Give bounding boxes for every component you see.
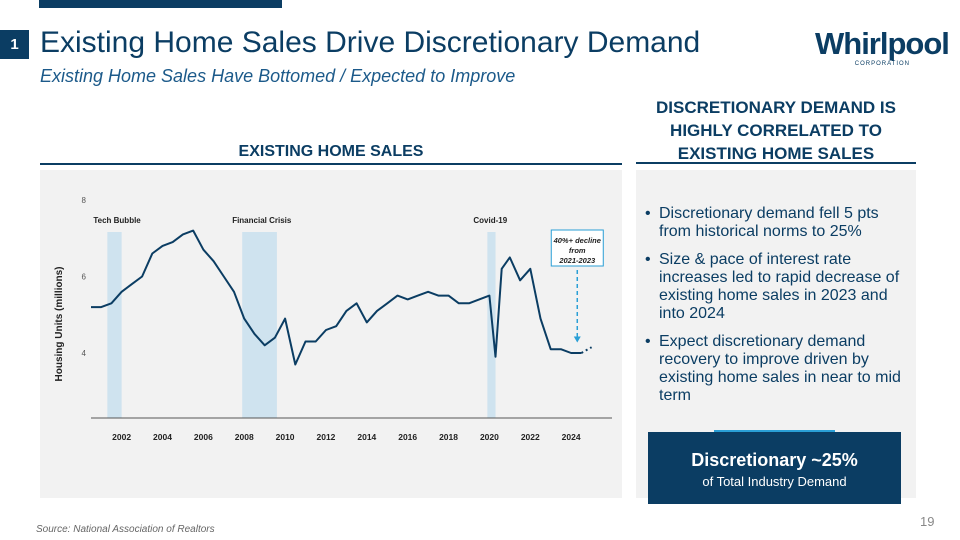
bullet-item-3: Expect discretionary demand recovery to … [640, 333, 912, 405]
x-tick-label-4: 2008 [235, 432, 254, 442]
y-tick-label-1: 4 [82, 349, 87, 358]
bullet-list: Discretionary demand fell 5 pts from his… [640, 205, 912, 415]
chart-panel: Tech Bubble Financial Crisis Covid-19 4 6 8 20… [40, 170, 622, 498]
x-tick-label-11: 2022 [521, 432, 540, 442]
x-tick-label-1: 2002 [112, 432, 131, 442]
annotation-line-3: 2021-2023 [558, 256, 596, 265]
right-heading: DISCRETIONARY DEMAND IS HIGHLY CORRELATE… [640, 96, 912, 165]
right-heading-line-2: HIGHLY CORRELATED TO [670, 121, 882, 140]
bullet-item-1: Discretionary demand fell 5 pts from his… [640, 205, 912, 241]
x-tick-label-5: 2010 [276, 432, 295, 442]
annotation-box [550, 229, 604, 267]
period-label-3: Covid-19 [473, 216, 507, 225]
logo-wordmark: Whirlpool [815, 26, 950, 61]
chart-heading-rule [40, 163, 622, 165]
callout-sub-text: of Total Industry Demand [702, 474, 847, 489]
page-title: Existing Home Sales Drive Discretionary … [40, 26, 701, 59]
y-axis-label: Housing Units (millions) [54, 267, 65, 382]
annotation-line-2: from [569, 246, 586, 255]
period-label-1: Tech Bubble [93, 216, 141, 225]
series-line-existing-home-sales [91, 229, 582, 366]
y-tick-label-3: 8 [82, 196, 87, 205]
page-subtitle: Existing Home Sales Have Bottomed / Expe… [40, 66, 516, 86]
bullet-item-2: Size & pace of interest rate increases l… [640, 251, 912, 323]
callout-box: Discretionary ~25% of Total Industry Dem… [648, 432, 901, 504]
shaded-period-1 [107, 232, 122, 418]
right-heading-rule [636, 162, 916, 164]
x-tick-label-10: 2020 [480, 432, 499, 442]
existing-home-sales-chart: Tech Bubble Financial Crisis Covid-19 4 6 8 20… [54, 196, 612, 442]
annotation-line-1: 40%+ decline [553, 236, 601, 245]
top-accent-bar [39, 0, 282, 8]
x-tick-label-8: 2016 [398, 432, 417, 442]
right-heading-line-1: DISCRETIONARY DEMAND IS [656, 98, 896, 117]
source-note: Source: National Association of Realtors [36, 524, 215, 535]
callout-main-text: Discretionary ~25% [691, 450, 858, 470]
x-tick-label-2: 2004 [153, 432, 172, 442]
x-tick-label-6: 2012 [316, 432, 335, 442]
whirlpool-logo: Whirlpool CORPORATION [815, 26, 950, 70]
period-label-2: Financial Crisis [232, 216, 292, 225]
x-tick-label-9: 2018 [439, 432, 458, 442]
y-tick-label-2: 6 [82, 272, 87, 281]
annotation-arrow-head [573, 336, 581, 343]
x-tick-label-3: 2006 [194, 432, 213, 442]
x-tick-label-12: 2024 [562, 432, 581, 442]
chart-heading: EXISTING HOME SALES [238, 143, 424, 160]
page-number: 19 [920, 514, 935, 529]
series-line-forecast [580, 346, 593, 354]
slide-number-badge: 1 [0, 30, 29, 59]
x-tick-label-7: 2014 [357, 432, 376, 442]
logo-corporation: CORPORATION [854, 61, 910, 67]
right-heading-line-3: EXISTING HOME SALES [677, 144, 875, 163]
